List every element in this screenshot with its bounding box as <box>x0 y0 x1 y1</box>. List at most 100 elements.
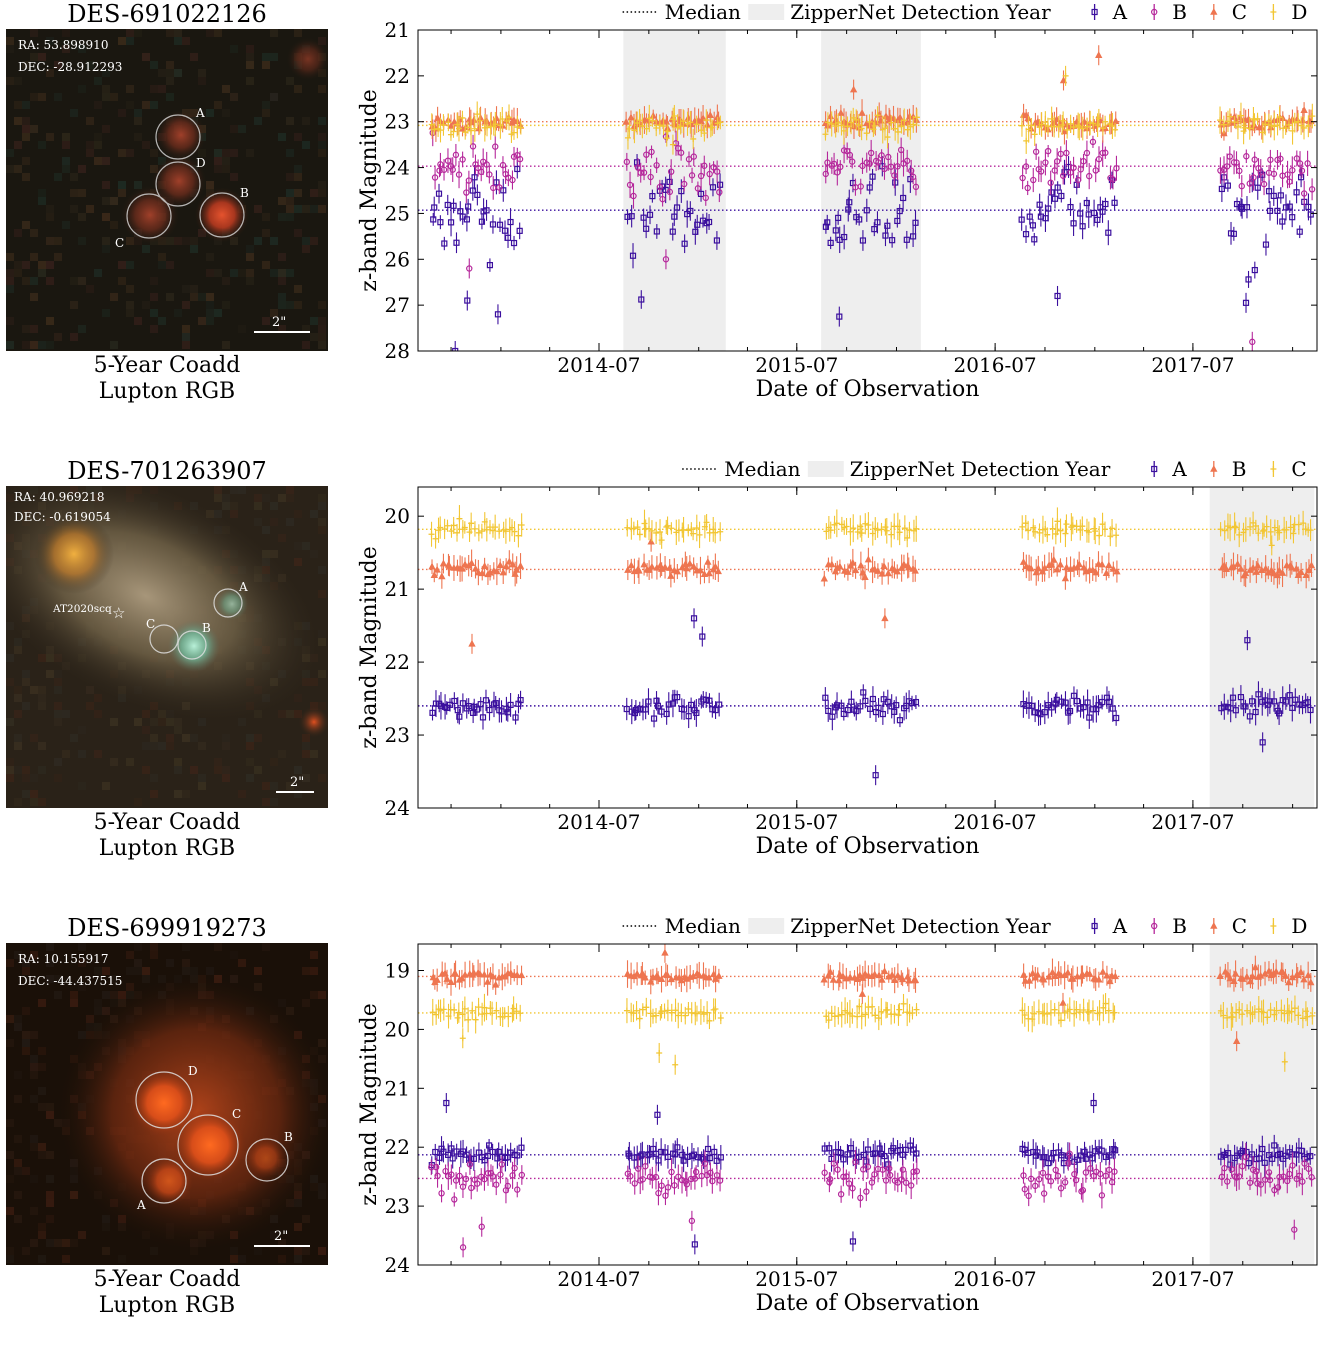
data-point <box>688 1009 695 1016</box>
data-point <box>624 213 631 220</box>
data-point <box>677 149 685 156</box>
legend-item: C <box>1270 457 1307 481</box>
image-label-c: C <box>232 1107 241 1121</box>
x-tick-label: 2017-07 <box>1151 810 1234 834</box>
x-tick-label: 2015-07 <box>755 810 838 834</box>
data-point <box>828 120 835 127</box>
data-point <box>1231 523 1238 530</box>
data-point <box>512 565 521 573</box>
data-point <box>1265 1169 1273 1176</box>
data-point <box>1308 1174 1315 1181</box>
data-point <box>1038 567 1047 575</box>
data-point <box>857 703 864 710</box>
data-point <box>1227 524 1234 531</box>
data-point <box>1300 520 1307 527</box>
data-point <box>850 122 858 130</box>
legend-label: A <box>1112 914 1128 938</box>
data-point <box>640 169 648 176</box>
data-point <box>1271 123 1278 130</box>
y-axis-label: z-band Magnitude <box>357 546 382 749</box>
data-point <box>1111 972 1119 980</box>
data-point <box>1035 1176 1043 1183</box>
data-point <box>1021 1011 1028 1018</box>
coadd-image: D C B A RA: 10.155917 DEC: -44.437515 2" <box>6 943 328 1265</box>
data-point <box>1229 694 1237 701</box>
data-point <box>1099 967 1107 975</box>
data-point <box>871 122 878 129</box>
data-point <box>869 695 877 703</box>
data-point <box>681 706 688 713</box>
data-point <box>1251 116 1258 123</box>
data-point <box>1084 699 1091 706</box>
data-point <box>483 161 490 168</box>
data-point <box>649 111 657 119</box>
data-point <box>663 971 672 979</box>
data-point <box>483 1010 490 1017</box>
plot-frame <box>417 486 1318 809</box>
data-point <box>888 531 895 538</box>
caption-line-1: 5-Year Coadd <box>93 1267 241 1292</box>
data-point <box>1233 560 1242 567</box>
data-point <box>1301 1160 1308 1167</box>
data-point <box>1089 1007 1096 1014</box>
data-point <box>844 706 851 714</box>
data-point <box>690 135 697 142</box>
light-curve-plot: 20 21 22 23 24 2014-07 2015-07 2016-07 2017-07 Da… <box>350 457 1330 867</box>
data-point <box>677 123 684 130</box>
data-point <box>510 239 518 247</box>
legend-item: B <box>1151 0 1187 24</box>
data-point <box>864 1163 872 1170</box>
data-point <box>685 1005 692 1012</box>
data-point <box>1242 1153 1249 1161</box>
data-point <box>515 532 522 539</box>
legend-label: ZipperNet Detection Year <box>790 914 1051 938</box>
panel-row-1: DES-691022126 A D B C RA: 53.898910 <box>0 0 1330 440</box>
data-point <box>1255 691 1262 698</box>
data-point <box>492 700 499 707</box>
data-point <box>449 1155 456 1162</box>
data-point <box>846 199 853 206</box>
source-glow-c <box>120 185 180 245</box>
data-point <box>865 521 872 528</box>
data-point <box>849 158 856 165</box>
data-point <box>432 1148 439 1156</box>
data-point <box>1267 156 1274 163</box>
data-point <box>1112 117 1120 124</box>
data-point <box>1062 563 1071 571</box>
data-point <box>1249 338 1256 346</box>
image-caption: 5-Year Coadd Lupton RGB <box>6 353 328 405</box>
data-point <box>1243 204 1251 211</box>
panel-row-3: DES-699919273 D C B A RA: 10.155917 <box>0 914 1330 1354</box>
data-point <box>863 1188 870 1195</box>
data-point <box>1276 1150 1283 1157</box>
data-point <box>707 1169 714 1177</box>
data-point <box>662 256 670 263</box>
data-point <box>835 119 842 126</box>
data-point <box>446 701 454 708</box>
data-point <box>475 529 482 536</box>
data-point <box>666 564 674 571</box>
data-point <box>837 163 844 171</box>
image-circles <box>135 1071 289 1204</box>
legend-item: Median <box>622 0 741 24</box>
image-label-a: A <box>238 580 248 594</box>
data-point <box>689 562 698 570</box>
data-point <box>897 564 906 571</box>
data-point <box>1280 1173 1287 1180</box>
data-point <box>844 1151 851 1158</box>
data-point <box>627 113 635 121</box>
data-point <box>891 708 898 715</box>
data-point <box>881 165 888 173</box>
data-point <box>880 967 889 975</box>
data-point <box>874 527 881 534</box>
legend-item: B <box>1210 457 1247 481</box>
data-point <box>480 562 489 569</box>
data-point <box>649 1174 656 1181</box>
data-point <box>1271 524 1278 531</box>
legend-label: Median <box>724 457 800 481</box>
data-point <box>878 526 885 533</box>
y-tick-label: 20 <box>385 1017 410 1041</box>
data-point <box>623 1007 630 1014</box>
data-point <box>664 522 671 529</box>
data-point <box>462 1175 470 1183</box>
